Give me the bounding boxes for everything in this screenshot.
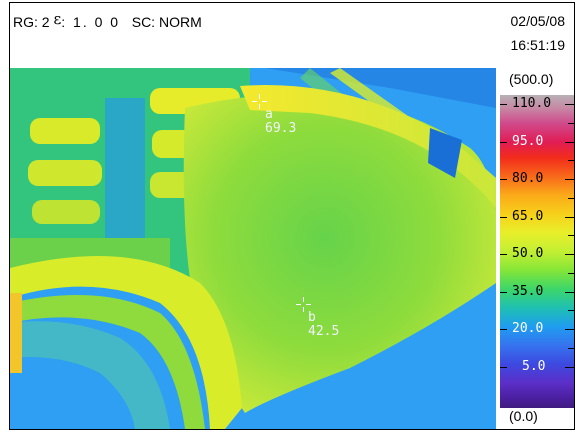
marker-a-id: a bbox=[265, 107, 273, 122]
scale-tick-label: 110.0 bbox=[512, 96, 552, 111]
scale-min-label: (0.0) bbox=[509, 408, 538, 424]
marker-b-value: 42.5 bbox=[308, 324, 340, 339]
scale-tick-mark bbox=[500, 141, 507, 143]
marker-a-crosshair bbox=[252, 94, 267, 109]
scale-tick-label: 20.0 bbox=[512, 321, 544, 336]
scale-mode-label: SC: NORM bbox=[131, 14, 202, 30]
scale-max-label: (500.0) bbox=[509, 71, 554, 87]
scale-tick-mark bbox=[565, 216, 574, 218]
scale-tick-mark bbox=[565, 329, 574, 330]
scale-tick-mark bbox=[500, 329, 507, 330]
thermal-scene bbox=[10, 68, 496, 429]
scale-minor-tick bbox=[568, 122, 574, 124]
scale-minor-tick bbox=[568, 347, 574, 349]
scale-tick-mark bbox=[500, 216, 507, 218]
scale-tick-label: 50.0 bbox=[512, 246, 544, 261]
scale-tick-mark bbox=[500, 104, 507, 105]
scale-tick-label: 65.0 bbox=[512, 208, 544, 224]
scale-tick-mark bbox=[565, 104, 574, 105]
scale-tick-mark bbox=[565, 254, 574, 255]
emissivity-value: : 1. 0 0 bbox=[61, 14, 121, 30]
emissivity-symbol: ε bbox=[53, 10, 62, 28]
scale-minor-tick bbox=[568, 310, 574, 312]
marker-b-id: b bbox=[308, 310, 316, 325]
scale-tick-mark bbox=[565, 366, 574, 368]
date-readout: 02/05/08 bbox=[510, 13, 566, 29]
scale-tick-label: 95.0 bbox=[512, 133, 544, 149]
status-header: RG: 2 ε: 1. 0 0 SC: NORM bbox=[13, 10, 202, 31]
scale-tick-mark bbox=[565, 141, 574, 143]
range-label: RG: 2 bbox=[13, 14, 50, 30]
scale-tick-mark bbox=[565, 179, 574, 180]
scale-tick-mark bbox=[500, 291, 507, 293]
scale-minor-tick bbox=[568, 272, 574, 274]
scale-tick-label: 5.0 bbox=[522, 358, 546, 374]
color-scale-bar bbox=[500, 95, 574, 408]
scale-minor-tick bbox=[568, 160, 574, 162]
scale-tick-label: 80.0 bbox=[512, 171, 544, 186]
scale-tick-mark bbox=[500, 254, 507, 255]
scale-tick-mark bbox=[565, 291, 574, 293]
scale-tick-mark bbox=[500, 366, 507, 368]
thermal-image: a 69.3 b 42.5 bbox=[10, 68, 496, 429]
scale-tick-mark bbox=[500, 179, 507, 180]
scale-tick-label: 35.0 bbox=[512, 283, 544, 299]
scale-minor-tick bbox=[568, 235, 574, 237]
marker-b-crosshair bbox=[296, 297, 311, 312]
marker-a-value: 69.3 bbox=[265, 121, 297, 136]
scale-minor-tick bbox=[568, 197, 574, 199]
time-readout: 16:51:19 bbox=[510, 37, 566, 53]
